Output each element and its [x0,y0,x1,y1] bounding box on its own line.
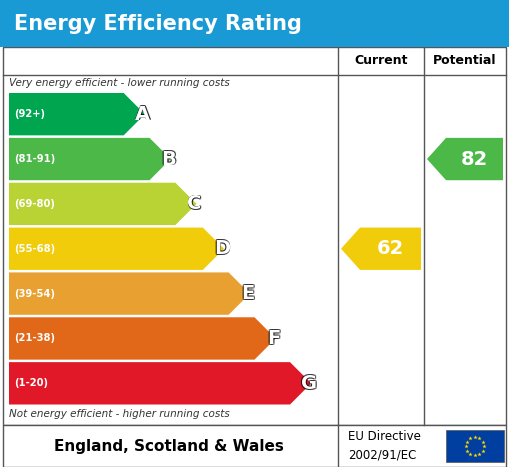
Text: D: D [214,240,230,259]
Polygon shape [427,138,503,180]
Text: 62: 62 [377,239,404,258]
Polygon shape [9,93,145,135]
Text: B: B [162,150,177,170]
Text: G: G [300,374,317,393]
Text: C: C [186,195,201,214]
Text: (1-20): (1-20) [14,378,48,389]
Text: B: B [162,149,177,168]
Polygon shape [9,362,311,404]
Bar [446,430,504,462]
Text: E: E [241,283,254,302]
Text: Current: Current [354,55,408,68]
Polygon shape [341,227,421,270]
Text: D: D [215,239,231,258]
Text: A: A [135,106,150,125]
Text: F: F [266,328,279,347]
Text: A: A [134,104,150,123]
Text: E: E [240,284,253,303]
Text: F: F [268,328,281,347]
Text: Not energy efficient - higher running costs: Not energy efficient - higher running co… [9,409,230,419]
Bar [3,425,506,467]
Polygon shape [9,138,171,180]
Polygon shape [9,317,276,360]
Text: 82: 82 [461,149,488,169]
Text: A: A [136,104,151,123]
Text: EU Directive
2002/91/EC: EU Directive 2002/91/EC [348,431,421,461]
Text: B: B [160,149,175,169]
Text: G: G [302,374,318,393]
Text: E: E [242,285,255,304]
Text: D: D [213,240,229,259]
Text: G: G [302,373,318,392]
Text: (69-80): (69-80) [14,199,55,209]
Bar [3,47,506,425]
Text: B: B [161,149,176,169]
Text: E: E [242,284,255,303]
Text: F: F [268,330,281,349]
Text: B: B [160,149,175,168]
Text: D: D [213,239,229,257]
Text: Potential: Potential [433,55,497,68]
Text: G: G [302,375,318,394]
Text: (92+): (92+) [14,109,45,119]
Text: G: G [300,373,317,392]
Text: F: F [267,330,280,349]
Text: C: C [187,194,202,212]
Text: G: G [301,373,317,392]
Polygon shape [9,272,250,315]
Text: G: G [301,374,317,393]
Text: D: D [215,239,231,257]
Text: (21-38): (21-38) [14,333,55,343]
Text: D: D [214,239,230,257]
Text: (39-54): (39-54) [14,289,55,298]
Text: D: D [215,240,231,259]
Text: A: A [135,104,150,123]
Text: C: C [188,194,203,213]
Text: B: B [161,150,176,170]
Text: E: E [240,285,253,304]
Text: A: A [134,105,150,124]
Text: D: D [214,239,230,258]
Text: C: C [187,194,202,213]
Text: E: E [241,285,254,304]
Text: A: A [136,105,151,124]
Polygon shape [9,183,196,225]
Text: A: A [135,105,150,124]
Text: F: F [266,329,279,348]
Bar [0,0,509,47]
Text: D: D [213,239,229,258]
Text: F: F [266,330,279,349]
Text: F: F [267,329,280,348]
Text: (55-68): (55-68) [14,244,55,254]
Text: F: F [268,329,281,348]
Text: C: C [187,195,202,214]
Text: B: B [161,149,176,168]
Text: G: G [301,375,317,394]
Text: E: E [242,283,255,302]
Text: A: A [134,106,150,125]
Text: A: A [136,106,151,125]
Text: C: C [188,195,203,214]
Text: England, Scotland & Wales: England, Scotland & Wales [54,439,284,453]
Text: G: G [300,375,317,394]
Text: C: C [188,194,203,212]
Text: B: B [160,150,175,170]
Polygon shape [9,227,224,270]
Text: Energy Efficiency Rating: Energy Efficiency Rating [14,14,302,34]
Text: E: E [240,283,253,302]
Text: Very energy efficient - lower running costs: Very energy efficient - lower running co… [9,78,230,88]
Text: F: F [267,328,280,347]
Text: C: C [186,194,201,212]
Text: B: B [162,149,177,169]
Text: (81-91): (81-91) [14,154,55,164]
Text: C: C [186,194,201,213]
Text: E: E [241,284,254,303]
